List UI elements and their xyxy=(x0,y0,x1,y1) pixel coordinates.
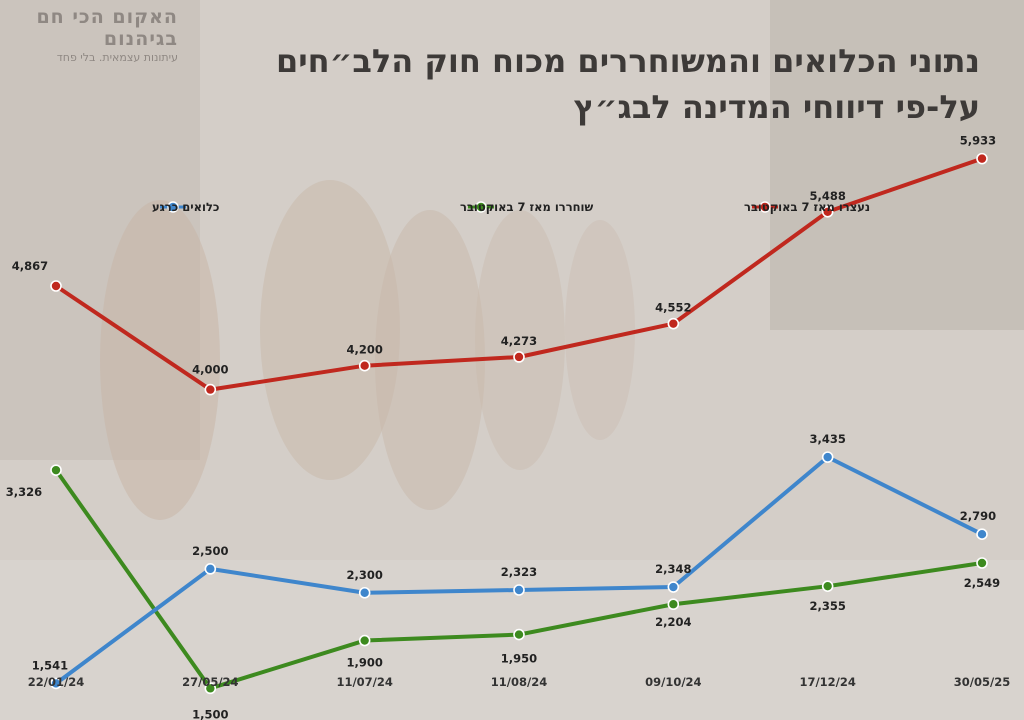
series-2-data-label-1: 2,500 xyxy=(192,544,228,558)
x-tick-label-5: 17/12/24 xyxy=(799,675,855,689)
series-1-point-3 xyxy=(513,628,525,641)
series-2-data-label-0: 1,541 xyxy=(32,658,68,672)
legend-item-2: כלואים כרגע xyxy=(152,200,219,214)
series-0-point-0 xyxy=(50,280,62,292)
x-tick-label-3: 11/08/24 xyxy=(491,675,547,689)
series-0-data-label-6: 5,933 xyxy=(960,134,996,148)
series-2-point-2 xyxy=(358,586,371,599)
brand-logo: האקום הכי חם בגיהנום עיתונות עצמאית. בלי… xyxy=(10,6,178,64)
series-1-data-label-3: 1,950 xyxy=(501,652,537,666)
series-2-point-5 xyxy=(821,451,834,463)
series-0-data-label-2: 4,200 xyxy=(346,343,382,357)
series-2-point-1 xyxy=(204,563,217,575)
series-2-data-label-6: 2,790 xyxy=(960,509,996,523)
legend-label-2: כלואים כרגע xyxy=(152,200,219,214)
series-2-data-label-5: 3,435 xyxy=(809,432,845,446)
series-0-point-4 xyxy=(667,317,680,330)
series-0-point-1 xyxy=(204,383,217,396)
legend-marker-1 xyxy=(475,201,487,213)
series-1-point-5 xyxy=(821,580,834,592)
chart-title: נתוני הכלואים והמשוחררים מכוח חוק הלב״חי… xyxy=(220,38,980,130)
series-0-data-label-1: 4,000 xyxy=(192,363,228,377)
brand-subtitle: עיתונות עצמאית. בלי פחד xyxy=(56,51,178,64)
series-0-data-label-4: 4,552 xyxy=(655,301,691,315)
series-0-point-6 xyxy=(976,152,988,165)
brand-title: האקום הכי חם בגיהנום xyxy=(36,6,178,50)
x-tick-label-1: 27/05/24 xyxy=(182,675,238,689)
series-0-point-5 xyxy=(821,205,834,218)
series-2-data-label-4: 2,348 xyxy=(655,562,691,576)
legend-label-0: נעצרו מאז 7 באוקטובר xyxy=(744,200,870,214)
series-1-data-label-4: 2,204 xyxy=(655,615,691,629)
series-1-point-4 xyxy=(667,598,680,611)
series-0-data-label-5: 5,488 xyxy=(809,189,845,203)
series-0: 4,867 4,000 4,200 4,273 4,552 5,488 5,933 xyxy=(12,134,996,396)
legend-marker-2 xyxy=(167,201,179,213)
series-2: 1,541 2,500 2,300 2,323 2,348 3,435 2,790 xyxy=(32,432,996,690)
series-1-point-6 xyxy=(976,557,988,569)
series-1-data-label-2: 1,900 xyxy=(346,656,382,670)
series-2-point-3 xyxy=(513,584,525,596)
series-0-point-2 xyxy=(358,359,371,372)
series-1-data-label-6: 2,549 xyxy=(964,576,1000,590)
x-tick-label-6: 30/05/25 xyxy=(954,675,1010,689)
series-0-point-3 xyxy=(513,351,525,363)
series-2-point-6 xyxy=(976,528,988,541)
series-1: 3,326 1,500 1,900 1,950 2,204 2,355 2,549 xyxy=(6,464,1000,720)
series-2-data-label-3: 2,323 xyxy=(501,565,537,579)
chart-title-line-1: נתוני הכלואים והמשוחררים מכוח חוק הלב״חי… xyxy=(275,42,980,80)
chart-title-line-2: על-פי דיווחי המדינה לבג״ץ xyxy=(573,88,980,126)
legend-item-0: נעצרו מאז 7 באוקטובר xyxy=(744,200,870,214)
series-2-point-4 xyxy=(667,581,680,593)
series-1-point-2 xyxy=(358,634,371,647)
x-tick-label-2: 11/07/24 xyxy=(336,675,392,689)
series-1-point-1 xyxy=(204,682,217,695)
series-0-data-label-3: 4,273 xyxy=(501,334,537,348)
series-1-data-label-5: 2,355 xyxy=(809,599,845,613)
series-1-data-label-1: 1,500 xyxy=(192,707,228,720)
series-0-data-label-0: 4,867 xyxy=(12,259,48,273)
series-2-data-label-2: 2,300 xyxy=(346,568,382,582)
series-1-point-0 xyxy=(50,464,62,476)
legend-item-1: שוחררו מאז 7 באוקטובר xyxy=(460,200,593,214)
legend-label-1: שוחררו מאז 7 באוקטובר xyxy=(460,200,593,214)
series-1-data-label-0: 3,326 xyxy=(6,485,42,499)
x-tick-label-0: 22/01/24 xyxy=(28,675,84,689)
series-2-point-0 xyxy=(50,677,62,690)
x-tick-label-4: 09/10/24 xyxy=(645,675,701,689)
legend-marker-0 xyxy=(759,201,771,213)
